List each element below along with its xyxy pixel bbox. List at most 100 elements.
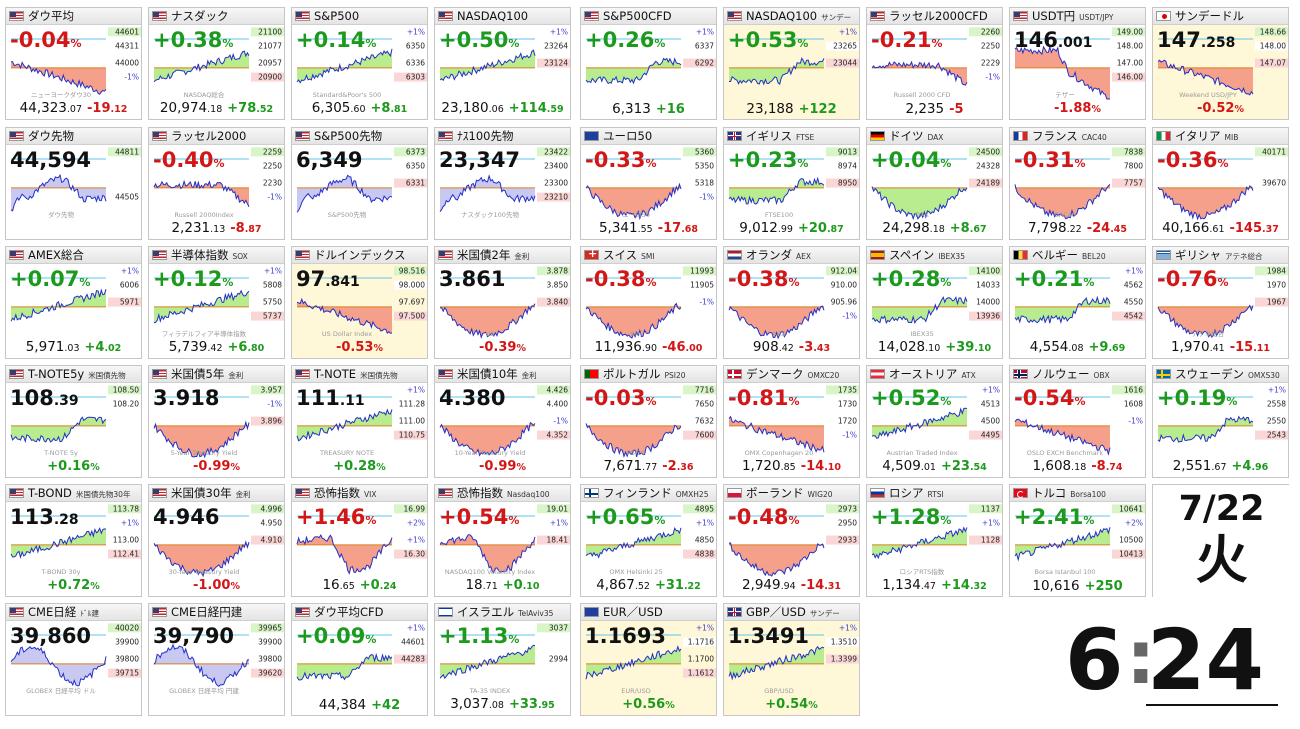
- axis-tick-label: 6303: [406, 73, 425, 82]
- axis-label-bg: [1112, 311, 1145, 321]
- ticker-tile-ibex35[interactable]: スペイン IBEX35 IBEX35 14100 14033 14000 13936 +0.2…: [866, 246, 1003, 359]
- change-percent: +0.72%: [47, 578, 100, 593]
- sparkline-line: [1014, 527, 1111, 562]
- ticker-tile-us30y[interactable]: 米国債30年 金利 30-Year Treasury Yield 4.996 4.950…: [148, 484, 285, 597]
- change-percent: +2.41%: [1014, 504, 1094, 534]
- axis-tick-label: 2950: [838, 518, 857, 527]
- ticker-tile-nasdaq100_futures[interactable]: ﾅｽ100先物 ナスダック100先物 23422 23400 23300 23210 23,…: [434, 127, 571, 240]
- axis-tick-label: +1%: [407, 623, 425, 632]
- ticker-tile-sp500cfd[interactable]: S&P500CFD +1% 6337 6292 +0.26% 6,313 +16: [580, 7, 717, 120]
- tile-header: 恐怖指数 VIX: [292, 485, 427, 502]
- ticker-tile-tbond[interactable]: T-BOND 米国債先物30年 T-BOND 30y 113.78 +1% 113.00 1…: [5, 484, 142, 597]
- axis-tick-label: 1608: [1124, 399, 1143, 408]
- ticker-tile-nasdaq100cfd[interactable]: NASDAQ100 サンデー +1% 23265 23044 +0.53% 23,188 +1…: [723, 7, 860, 120]
- axis-tick-label: 39715: [115, 669, 139, 678]
- headline-main: 3.918: [153, 386, 220, 410]
- ticker-tile-dow_cfd[interactable]: ダウ平均CFD +1% 44601 44283 +0.09% 44,384 +42: [291, 603, 428, 716]
- ticker-tile-dow[interactable]: ダウ平均 ニューヨークダウ30 44601 44311 44000 -1% -0.04% 44…: [5, 7, 142, 120]
- ticker-tile-borsa100[interactable]: トルコ Borsa100 Borsa Istanbul 100 10641 +2% 105…: [1009, 484, 1146, 597]
- ticker-tile-sp500_futures[interactable]: S&P500先物 S&P500先物 6373 6350 6331 6,349: [291, 127, 428, 240]
- tile-subname: OMXH25: [675, 490, 709, 499]
- tile-header: 米国債2年 金利: [435, 247, 570, 264]
- ticker-tile-nasdaq100[interactable]: NASDAQ100 +1% 23264 23124 +0.50% 23,180.06 +11…: [434, 7, 571, 120]
- ticker-tile-vix[interactable]: 恐怖指数 VIX 16.99 +2% +1% 16.30 +1.46% 16.65 +0.24: [291, 484, 428, 597]
- tile-name: EUR／USD: [603, 605, 663, 619]
- change-percent: +1.46%: [296, 504, 376, 534]
- sparkline-chart: OMX Copenhagen 20 1735 1730 1720 -1%: [728, 385, 859, 457]
- tile-header: トルコ Borsa100: [1010, 485, 1145, 502]
- ticker-tile-cme_nikkei_usd[interactable]: CME日経 ﾄﾞﾙ建 GLOBEX 日経平均 ドル 40020 39900 39800 39…: [5, 603, 142, 716]
- sparkline-chart: SMI 11993 11905 -1%: [585, 266, 716, 339]
- flag-us-icon: [9, 369, 24, 379]
- ticker-tile-euro50[interactable]: ユーロ50 ユーロ50 5360 5350 5318 -1% -0.33% 5,341.55-…: [580, 127, 717, 240]
- ticker-tile-sp500[interactable]: S&P500 Standard&Poor's 500 +1% 6350 6336 6303…: [291, 7, 428, 120]
- ticker-tile-usdjpy_sunday[interactable]: サンデードル Weekend USD/JPY 148.66 148.00 147.07 1…: [1152, 7, 1289, 120]
- ticker-tile-cac40[interactable]: フランス CAC40 CAC40 7838 7800 7757 -0.31% 7,798.22…: [1009, 127, 1146, 240]
- ticker-tile-us5y[interactable]: 米国債5年 金利 5-Year Treasury Yield 3.957 -1% 3.89…: [148, 365, 285, 478]
- ticker-tile-cme_nikkei_jpy[interactable]: CME日経円建 GLOBEX 日経平均 円建 39965 39900 39800 3962…: [148, 603, 285, 716]
- tile-footer: 20,974.18 +78.52: [149, 100, 284, 118]
- ticker-tile-psi20[interactable]: ポルトガル PSI20 PSI20 7716 7650 7632 7600 -0.03% 7,6…: [580, 365, 717, 478]
- ticker-tile-tnote5y[interactable]: T-NOTE5y 米国債先物 T-NOTE 5y 108.50 108.20 108.39…: [5, 365, 142, 478]
- ticker-tile-omxs30[interactable]: スウェーデン OMXS30 +1% 2558 2550 2543 +0.19% 2,551.6…: [1152, 365, 1289, 478]
- ticker-tile-athens[interactable]: ギリシャ アテネ総合 アテネ総合 1984 1970 1967 -0.76% 1,970.41…: [1152, 246, 1289, 359]
- sparkline-line: [1014, 418, 1111, 456]
- tile-subname: SOX: [232, 252, 248, 261]
- ticker-tile-ftse[interactable]: イギリス FTSE FTSE100 9013 8974 8950 +0.23% 9,012.9…: [723, 127, 860, 240]
- headline-main: -0.76: [1157, 267, 1218, 291]
- last-value: 6,305.60: [312, 100, 366, 116]
- headline-main: 113: [10, 505, 54, 529]
- ticker-tile-eurusd[interactable]: EUR／USD EUR/USD +1% 1.1716 1.1700 1.1612 1.169…: [580, 603, 717, 716]
- axis-tick-label: 6337: [695, 41, 714, 50]
- sparkline-chart: US 3.878 3.850 3.840: [439, 266, 570, 339]
- chart-watermark: AEX: [772, 330, 786, 338]
- chart-watermark: IBEX35: [910, 330, 933, 338]
- tile-name-text: ドイツ: [889, 129, 924, 143]
- ticker-tile-us10y[interactable]: 米国債10年 金利 10-Year Treasury Yield 4.426 4.400…: [434, 365, 571, 478]
- tile-header: T-NOTE5y 米国債先物: [6, 366, 141, 383]
- change-int: +14: [940, 578, 970, 593]
- ticker-tile-tnote[interactable]: T-NOTE 米国債先物 TREASURY NOTE +1% 111.28 111.00 1…: [291, 365, 428, 478]
- ticker-tile-mib[interactable]: イタリア MIB 40171 39670 -0.36% 40,166.61 -145.37: [1152, 127, 1289, 240]
- ticker-tile-us2y[interactable]: 米国債2年 金利 US 3.878 3.850 3.840 3.861 -0.39%: [434, 246, 571, 359]
- axis-tick-label: 40171: [1262, 147, 1286, 156]
- tile-header: フランス CAC40: [1010, 128, 1145, 145]
- ticker-tile-gbpusd[interactable]: GBP／USD サンデー GBP/USD +1% 1.3510 1.3399 1.3491 +…: [723, 603, 860, 716]
- ticker-tile-omxc20[interactable]: デンマーク OMXC20 OMX Copenhagen 20 1735 1730 1720…: [723, 365, 860, 478]
- change-int: +39: [945, 340, 975, 355]
- axis-label-bg: [683, 399, 716, 409]
- ticker-tile-wig20[interactable]: ポーランド WIG20 2973 2950 2933 -0.48% 2,949.94 -14.…: [723, 484, 860, 597]
- sparkline-line: [728, 542, 825, 577]
- ticker-tile-ta35[interactable]: イスラエル TelAviv35 TA-35 INDEX 3037 2994 +1.13% 3…: [434, 603, 571, 716]
- ticker-tile-usdjpy[interactable]: USDT円 USDT/JPY テザー 149.00 148.00 147.00 146.00…: [1009, 7, 1146, 120]
- tile-name: 恐怖指数 VIX: [314, 486, 376, 502]
- ticker-tile-rtsi[interactable]: ロシア RTSI ロシアRTS指数 1137 +1% 1128 +1.28% 1,134.47…: [866, 484, 1003, 597]
- last-value-int: 4,554: [1029, 339, 1069, 355]
- last-value-int: 5,739: [168, 339, 208, 355]
- last-value-dec: .61: [1209, 224, 1225, 235]
- ticker-tile-vxn[interactable]: 恐怖指数 Nasdaq100 NASDAQ100 Volatility Index 1…: [434, 484, 571, 597]
- axis-tick-label: +1%: [121, 266, 139, 275]
- ticker-tile-russell2000[interactable]: ラッセル2000 Russell 2000Index 2259 2250 2230 -1%…: [148, 127, 285, 240]
- ticker-tile-dxy[interactable]: ドルインデックス US Dollar Index 98.516 98.000 97.69…: [291, 246, 428, 359]
- flag-us-icon: [152, 369, 167, 379]
- axis-label-bg: [537, 430, 570, 440]
- ticker-tile-bel20[interactable]: ベルギー BEL20 +1% 4562 4550 4542 +0.21% 4,554.08 +9…: [1009, 246, 1146, 359]
- ticker-tile-aex[interactable]: オランダ AEX AEX 912.04 910.00 905.96 -1% -0.38% 908…: [723, 246, 860, 359]
- change-percent: -0.31%: [1014, 147, 1086, 177]
- ticker-tile-dow_futures[interactable]: ダウ先物 ダウ先物 44811 44505 44,594: [5, 127, 142, 240]
- ticker-tile-sox[interactable]: 半導体指数 SOX フィラデルフィア半導体指数 +1% 5808 5750 5737 +0.1…: [148, 246, 285, 359]
- change-percent: -0.39%: [479, 340, 526, 355]
- ticker-tile-dax[interactable]: ドイツ DAX DAX 24500 24328 24189 +0.04% 24,298.18 +…: [866, 127, 1003, 240]
- ticker-tile-smi[interactable]: スイスSMISMI1199311905-1%-0.38%11,936.90-46…: [580, 246, 717, 359]
- tile-name: ラッセル2000CFD: [889, 9, 988, 23]
- change-int: -8: [1091, 459, 1106, 474]
- ticker-tile-obx[interactable]: ノルウェー OBX OSLO EXCH Benchmark 1616 1608 -1% -0…: [1009, 365, 1146, 478]
- ticker-tile-nasdaq[interactable]: ナスダック NASDAQ総合 21100 21077 20957 20900 +0.38% 2…: [148, 7, 285, 120]
- price-value: 97.841: [296, 266, 360, 295]
- ticker-tile-omxh25[interactable]: フィンランド OMXH25 OMX Helsinki 25 4895 +1% 4850 48…: [580, 484, 717, 597]
- change-percent: +0.50%: [439, 27, 519, 57]
- ticker-tile-russell2000cfd[interactable]: ラッセル2000CFD Russell 2000 CFD 2260 2250 2229 -…: [866, 7, 1003, 120]
- ticker-tile-amex[interactable]: AMEX総合 +1% 6006 5971 +0.07% 5,971.03 +4.02: [5, 246, 142, 359]
- ticker-tile-atx[interactable]: オーストリア ATX Austrian Traded Index +1% 4513 450…: [866, 365, 1003, 478]
